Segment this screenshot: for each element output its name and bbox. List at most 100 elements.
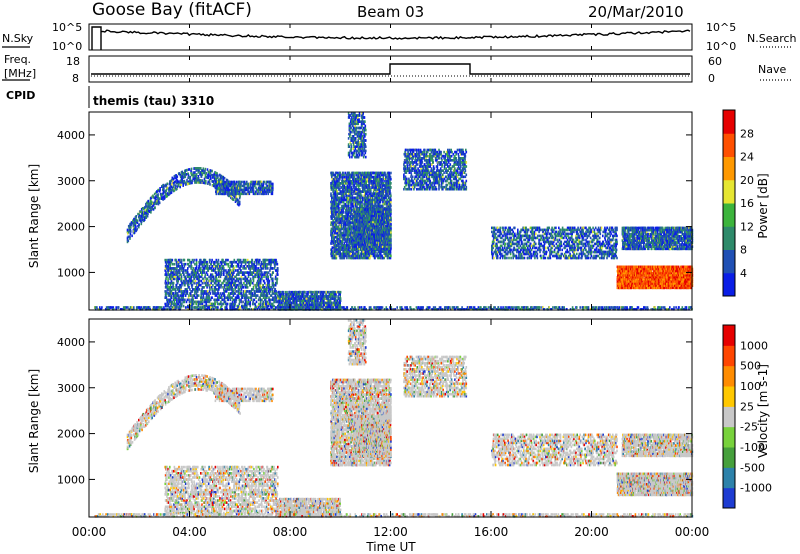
noise-start-spike [91,26,102,50]
range-gate-cell [182,182,185,185]
range-gate-cell [210,273,212,276]
range-gate-cell [259,279,262,283]
range-gate-cell [220,283,223,287]
range-gate-cell [180,290,183,293]
range-gate-cell [272,277,274,281]
range-gate-cell [231,262,233,266]
range-gate-cell [174,304,177,308]
range-gate-cell [182,304,185,308]
range-gate-cell [232,302,234,306]
range-gate-cell [165,277,167,281]
range-gate-cell [234,190,237,194]
range-gate-cell [231,296,233,299]
range-gate-cell [173,288,175,291]
range-gate-cell [180,292,183,295]
range-gate-cell [135,217,137,221]
range-gate-cell [237,188,240,192]
range-gate-cell [248,192,251,196]
range-gate-cell [162,183,165,187]
range-gate-cell [185,300,188,304]
range-gate-cell [198,167,200,170]
range-gate-cell [206,277,209,281]
range-gate-cell [220,273,223,276]
range-gate-cell [174,296,176,299]
range-gate-cell [169,180,171,183]
range-gate-cell [238,271,241,274]
range-gate-cell [180,288,182,291]
range-gate-cell [241,190,244,194]
range-gate-cell [169,182,171,185]
range-gate-cell [221,189,223,192]
range-gate-cell [205,304,207,308]
range-gate-cell [220,178,222,182]
range-gate-cell [231,286,233,289]
range-gate-cell [223,288,225,291]
range-gate-cell [250,279,252,283]
range-gate-cell [227,186,230,190]
range-gate-cell [257,288,259,291]
range-gate-cell [234,260,237,264]
range-gate-cell [163,195,166,198]
range-gate-cell [244,296,247,299]
range-gate-cell [190,290,192,293]
range-gate-cell [164,258,166,262]
range-gate-cell [198,169,200,172]
range-gate-cell [251,258,254,262]
range-gate-cell [227,182,229,186]
range-gate-cell [222,176,225,179]
range-gate-cell [129,224,132,228]
range-gate-cell [258,260,260,264]
range-gate-cell [210,177,212,180]
range-gate-cell [249,277,252,281]
range-gate-cell [126,228,129,232]
range-gate-cell [179,288,181,291]
range-gate-cell [257,180,260,184]
nsearch-label: N.Search [747,32,797,45]
range-gate-cell [196,167,198,170]
range-gate-cell [246,283,248,287]
range-gate-cell [220,294,223,297]
range-gate-cell [201,300,203,304]
range-gate-cell [201,260,204,264]
range-gate-cell [232,290,235,293]
range-gate-cell [208,265,211,268]
range-gate-cell [169,288,171,291]
range-gate-cell [166,269,169,272]
range-gate-cell [139,210,141,213]
range-gate-cell [172,292,175,295]
range-gate-cell [206,300,209,304]
range-gate-cell [227,265,230,268]
range-gate-cell [268,188,270,192]
range-gate-cell [204,260,207,264]
range-gate-cell [179,290,181,293]
range-gate-cell [181,265,184,268]
range-gate-cell [188,298,190,302]
range-gate-cell [223,182,226,186]
range-gate-cell [259,275,261,279]
range-gate-cell [264,296,267,299]
range-gate-cell [221,184,223,188]
range-gate-cell [194,288,197,291]
range-gate-cell [265,288,267,291]
range-gate-cell [170,191,173,194]
range-gate-cell [165,262,168,266]
range-gate-cell [224,262,226,266]
range-gate-cell [215,271,217,274]
range-gate-cell [202,292,205,295]
range-gate-cell [183,179,186,183]
range-gate-cell [251,273,254,276]
range-gate-cell [188,294,190,297]
range-gate-cell [213,302,215,306]
range-gate-cell [165,292,168,295]
range-gate-cell [228,191,231,194]
range-gate-cell [220,271,223,274]
range-gate-cell [226,277,228,281]
range-gate-cell [194,279,197,283]
range-gate-cell [270,190,272,194]
range-gate-cell [200,298,202,302]
range-gate-cell [140,220,143,223]
range-gate-cell [240,294,243,297]
range-gate-cell [161,197,163,200]
range-gate-cell [219,265,221,268]
